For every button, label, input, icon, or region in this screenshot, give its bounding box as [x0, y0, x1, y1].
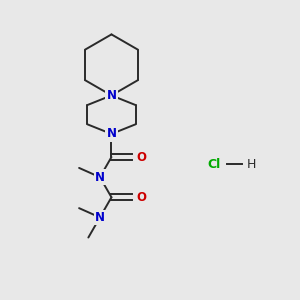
Text: N: N: [95, 211, 105, 224]
Text: N: N: [106, 89, 116, 102]
Text: H: H: [247, 158, 256, 171]
Text: O: O: [136, 151, 146, 164]
Text: Cl: Cl: [208, 158, 221, 171]
Text: N: N: [106, 128, 116, 140]
Text: O: O: [136, 191, 146, 204]
Text: N: N: [95, 171, 105, 184]
